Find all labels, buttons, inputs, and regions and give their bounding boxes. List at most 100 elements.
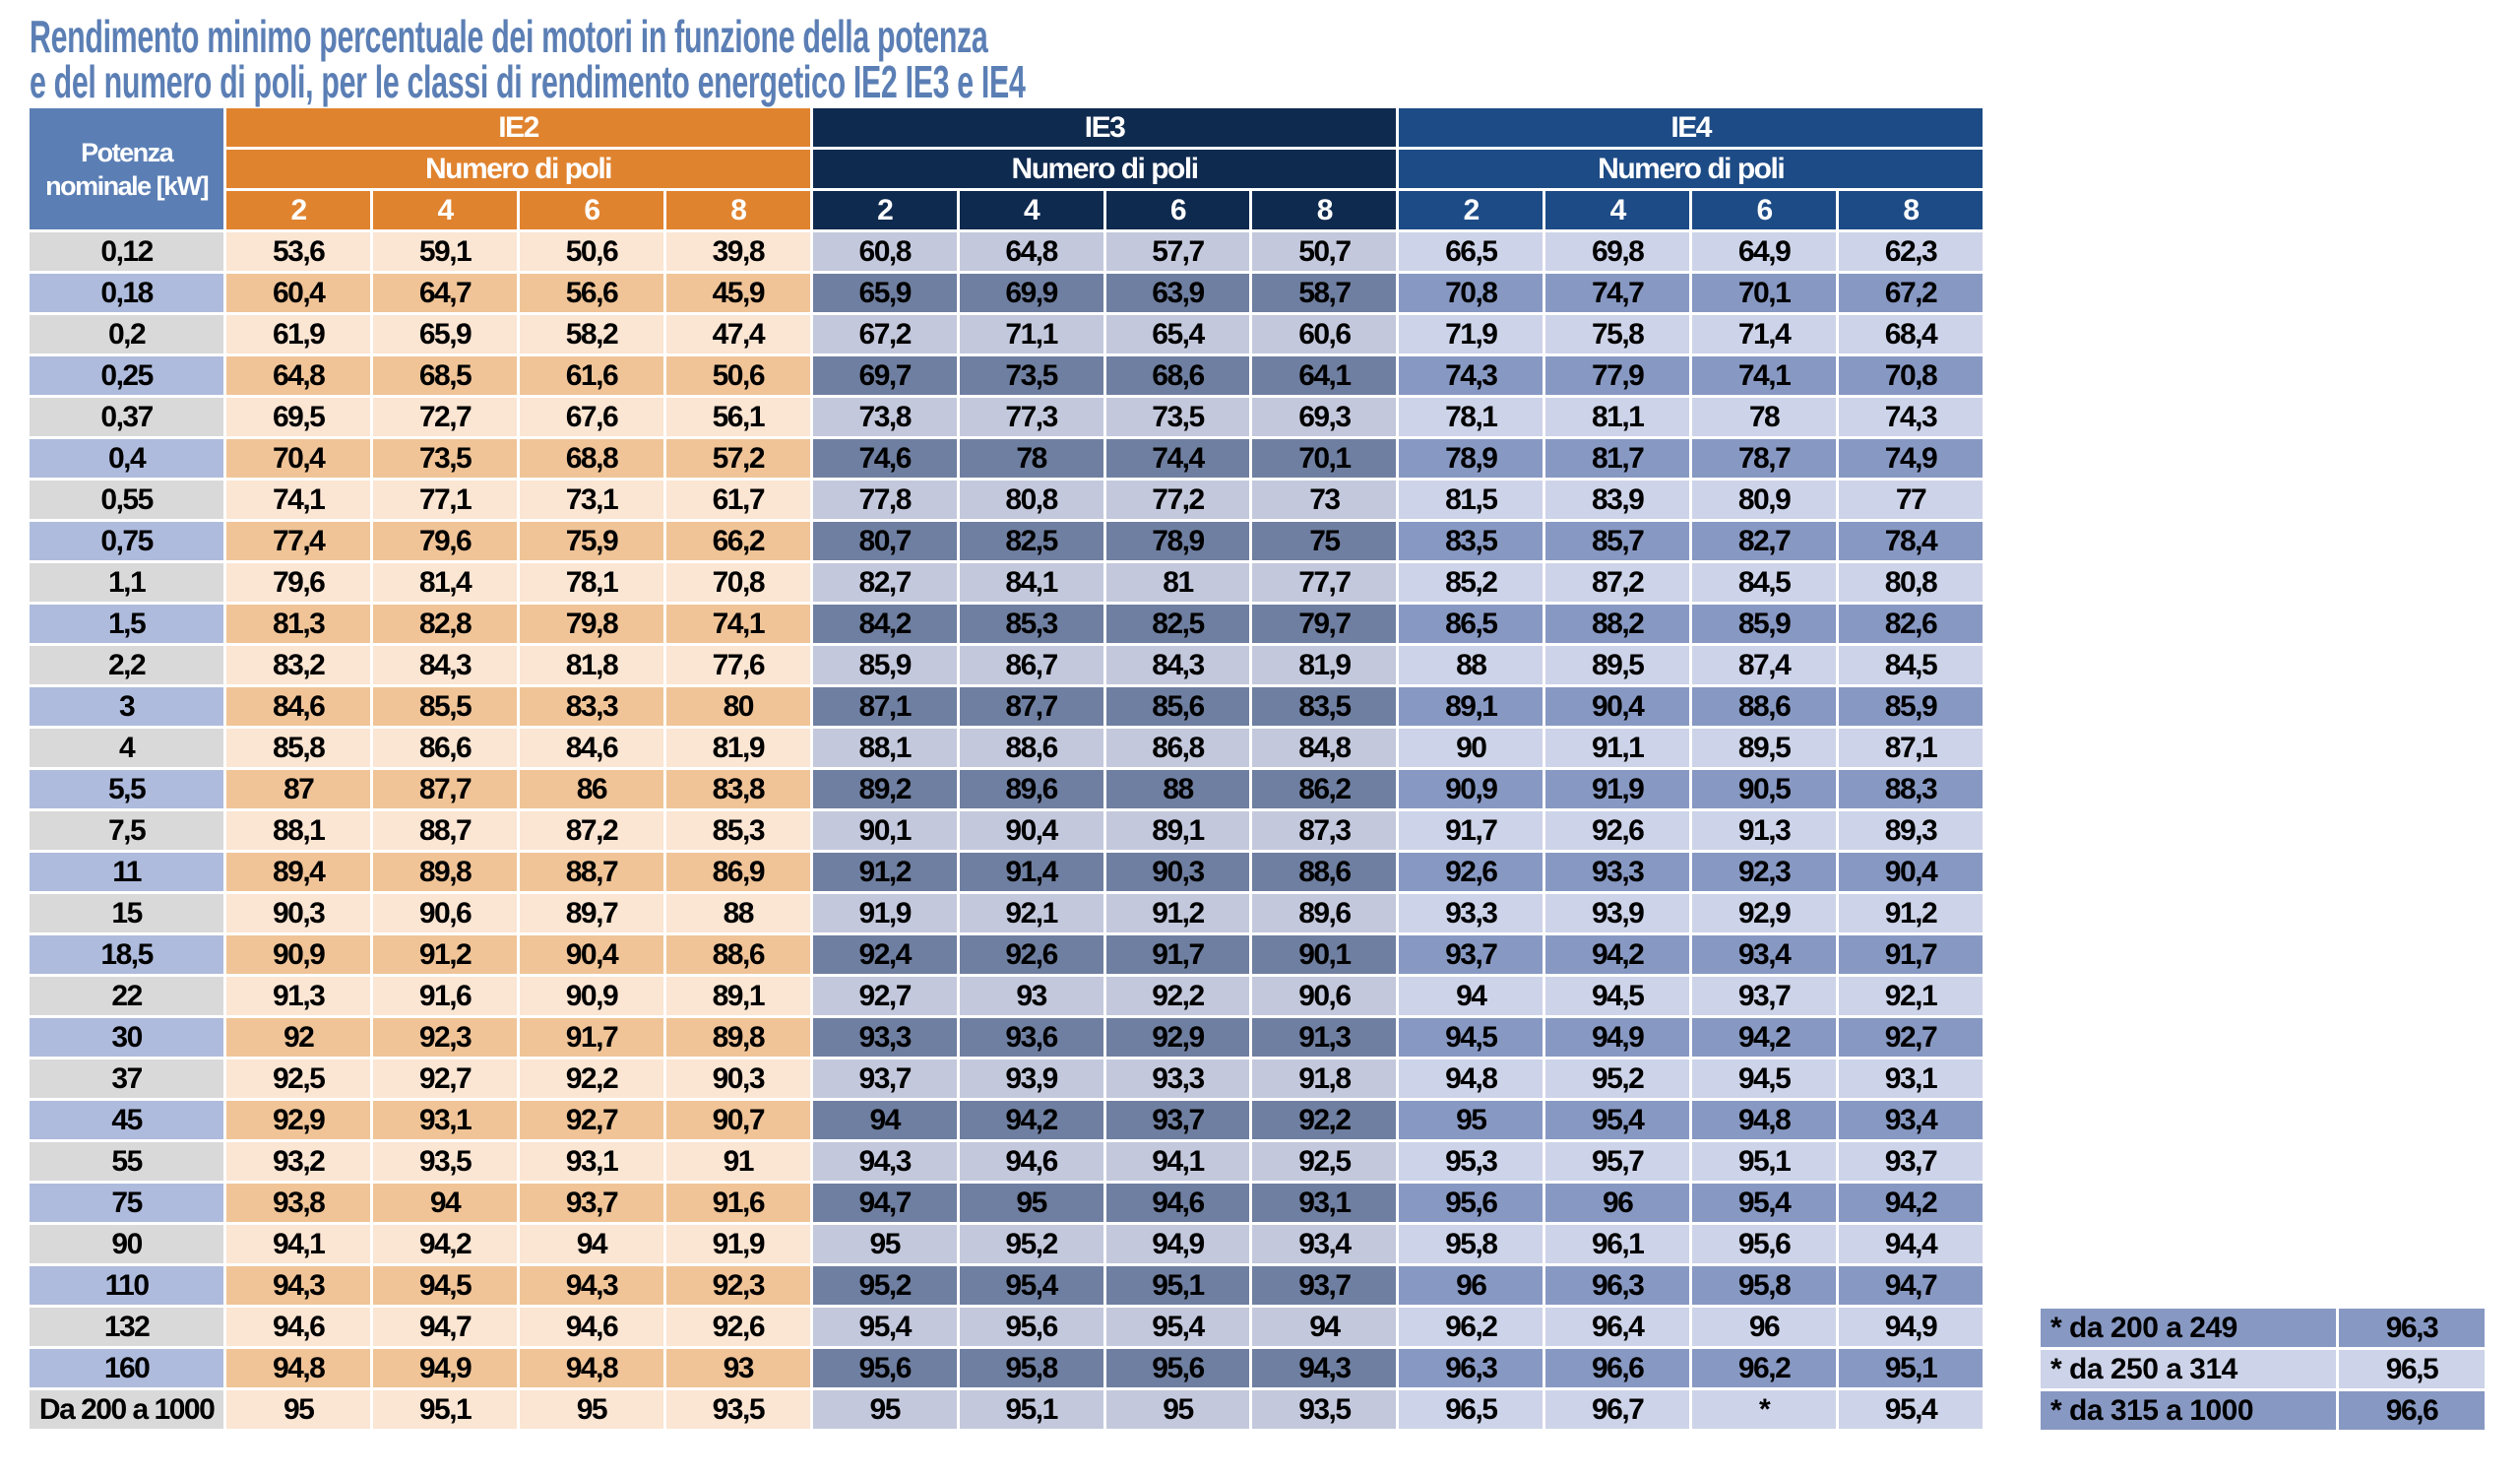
efficiency-cell: 74,6 bbox=[812, 439, 957, 478]
efficiency-cell: 73,5 bbox=[959, 356, 1103, 395]
efficiency-cell: 91,7 bbox=[1105, 935, 1250, 974]
efficiency-cell: 85,6 bbox=[1105, 687, 1250, 726]
table-row: Da 200 a 1000 95 95,1 95 93,5 95 95,1 95 93,5 96,… bbox=[30, 1390, 1983, 1429]
efficiency-cell: 96 bbox=[1399, 1266, 1544, 1305]
efficiency-cell: 67,6 bbox=[519, 398, 663, 436]
efficiency-cell: 84,8 bbox=[1252, 729, 1397, 767]
efficiency-cell: 80,8 bbox=[1839, 563, 1983, 602]
efficiency-cell: 96,4 bbox=[1545, 1308, 1690, 1346]
efficiency-cell: 95,3 bbox=[1399, 1142, 1544, 1181]
efficiency-cell: 93,5 bbox=[1252, 1390, 1397, 1429]
efficiency-cell: 50,7 bbox=[1252, 232, 1397, 271]
efficiency-cell: 92,7 bbox=[812, 977, 957, 1015]
efficiency-cell: 88,6 bbox=[959, 729, 1103, 767]
efficiency-cell: 88,6 bbox=[665, 935, 810, 974]
efficiency-cell: 69,8 bbox=[1545, 232, 1690, 271]
table-row: 0,25 64,8 68,5 61,6 50,6 69,7 73,5 68,6 64,1 74,3… bbox=[30, 356, 1983, 395]
efficiency-cell: 92 bbox=[226, 1018, 371, 1057]
table-body: 0,12 53,6 59,1 50,6 39,8 60,8 64,8 57,7 50,7 66,5… bbox=[30, 232, 1983, 1429]
power-column-header: Potenza nominale [kW] bbox=[30, 108, 224, 229]
efficiency-cell: 73 bbox=[1252, 481, 1397, 519]
efficiency-cell: 92,3 bbox=[373, 1018, 517, 1057]
efficiency-cell: 95,4 bbox=[1839, 1390, 1983, 1429]
efficiency-cell: 81,8 bbox=[519, 646, 663, 684]
title-line-1: Rendimento minimo percentuale dei motori… bbox=[30, 11, 988, 62]
footnote-value: 96,5 bbox=[2339, 1350, 2485, 1388]
pole-header-ie4-2: 2 bbox=[1399, 191, 1544, 229]
efficiency-cell: 77,4 bbox=[226, 522, 371, 560]
efficiency-cell: 93,7 bbox=[1399, 935, 1544, 974]
efficiency-cell: 85,9 bbox=[1692, 605, 1836, 643]
table-row: 2,2 83,2 84,3 81,8 77,6 85,9 86,7 84,3 81,9 88 89,… bbox=[30, 646, 1983, 684]
efficiency-cell: 92,6 bbox=[1399, 853, 1544, 891]
efficiency-cell: 87,3 bbox=[1252, 811, 1397, 850]
footnote-range: * da 200 a 249 bbox=[2041, 1309, 2336, 1347]
efficiency-cell: 88,6 bbox=[1252, 853, 1397, 891]
efficiency-cell: 91,2 bbox=[1105, 894, 1250, 932]
efficiency-cell: 96,3 bbox=[1545, 1266, 1690, 1305]
efficiency-cell: 95,4 bbox=[812, 1308, 957, 1346]
efficiency-cell: 91,6 bbox=[665, 1184, 810, 1222]
efficiency-cell: 88,7 bbox=[519, 853, 663, 891]
efficiency-cell: 82,6 bbox=[1839, 605, 1983, 643]
efficiency-cell: 78,1 bbox=[1399, 398, 1544, 436]
power-cell: 22 bbox=[30, 977, 224, 1015]
efficiency-cell: 94,9 bbox=[1839, 1308, 1983, 1346]
footnote-table: * da 200 a 249 96,3 * da 250 a 314 96,5 * da… bbox=[2038, 1306, 2488, 1433]
efficiency-cell: 84,6 bbox=[226, 687, 371, 726]
efficiency-cell: 70,1 bbox=[1252, 439, 1397, 478]
efficiency-cell: 81,3 bbox=[226, 605, 371, 643]
efficiency-cell: 77,2 bbox=[1105, 481, 1250, 519]
efficiency-cell: 92,6 bbox=[665, 1308, 810, 1346]
efficiency-cell: 90,6 bbox=[1252, 977, 1397, 1015]
efficiency-cell: 74,1 bbox=[665, 605, 810, 643]
efficiency-cell: 69,7 bbox=[812, 356, 957, 395]
efficiency-cell: 91,7 bbox=[1839, 935, 1983, 974]
footnote-row: * da 250 a 314 96,5 bbox=[2041, 1350, 2485, 1388]
efficiency-cell: 92,7 bbox=[1839, 1018, 1983, 1057]
efficiency-cell: 92,7 bbox=[519, 1101, 663, 1139]
efficiency-cell: 91,2 bbox=[812, 853, 957, 891]
class-header-ie2: IE2 bbox=[226, 108, 810, 147]
efficiency-cell: 93 bbox=[959, 977, 1103, 1015]
efficiency-cell: 62,3 bbox=[1839, 232, 1983, 271]
efficiency-cell: 84,5 bbox=[1839, 646, 1983, 684]
efficiency-cell: 91,3 bbox=[1692, 811, 1836, 850]
efficiency-cell: 95,2 bbox=[959, 1225, 1103, 1263]
power-cell: 55 bbox=[30, 1142, 224, 1181]
efficiency-cell: 88,3 bbox=[1839, 770, 1983, 808]
efficiency-cell: 95 bbox=[812, 1225, 957, 1263]
efficiency-cell: 74,4 bbox=[1105, 439, 1250, 478]
efficiency-cell: 91,7 bbox=[1399, 811, 1544, 850]
table-row: 22 91,3 91,6 90,9 89,1 92,7 93 92,2 90,6 94 94,5 93… bbox=[30, 977, 1983, 1015]
table-row: 90 94,1 94,2 94 91,9 95 95,2 94,9 93,4 95,8 96,1 95… bbox=[30, 1225, 1983, 1263]
efficiency-cell: 90,4 bbox=[1545, 687, 1690, 726]
efficiency-cell: 95,1 bbox=[1839, 1349, 1983, 1387]
efficiency-cell: 78 bbox=[1692, 398, 1836, 436]
efficiency-cell: 93,6 bbox=[959, 1018, 1103, 1057]
footnote-value: 96,6 bbox=[2339, 1391, 2485, 1430]
efficiency-cell: 93,7 bbox=[1105, 1101, 1250, 1139]
efficiency-cell: 94,5 bbox=[373, 1266, 517, 1305]
efficiency-cell: 93,5 bbox=[665, 1390, 810, 1429]
efficiency-cell: 58,2 bbox=[519, 315, 663, 353]
table-row: 0,75 77,4 79,6 75,9 66,2 80,7 82,5 78,9 75 83,5 85… bbox=[30, 522, 1983, 560]
power-cell: 5,5 bbox=[30, 770, 224, 808]
efficiency-cell: 94,6 bbox=[519, 1308, 663, 1346]
efficiency-cell: 64,9 bbox=[1692, 232, 1836, 271]
footnote-range: * da 315 a 1000 bbox=[2041, 1391, 2336, 1430]
efficiency-cell: 95,4 bbox=[959, 1266, 1103, 1305]
efficiency-cell: 86 bbox=[519, 770, 663, 808]
power-cell: 0,18 bbox=[30, 274, 224, 312]
efficiency-cell: 96,3 bbox=[1399, 1349, 1544, 1387]
efficiency-cell: 95 bbox=[1399, 1101, 1544, 1139]
efficiency-cell: 94,2 bbox=[1839, 1184, 1983, 1222]
efficiency-cell: 70,1 bbox=[1692, 274, 1836, 312]
efficiency-cell: 78,4 bbox=[1839, 522, 1983, 560]
efficiency-cell: 94,7 bbox=[373, 1308, 517, 1346]
power-cell: 30 bbox=[30, 1018, 224, 1057]
efficiency-cell: 93,9 bbox=[1545, 894, 1690, 932]
footnote-row: * da 315 a 1000 96,6 bbox=[2041, 1391, 2485, 1430]
efficiency-cell: 68,8 bbox=[519, 439, 663, 478]
efficiency-cell: 94,8 bbox=[519, 1349, 663, 1387]
